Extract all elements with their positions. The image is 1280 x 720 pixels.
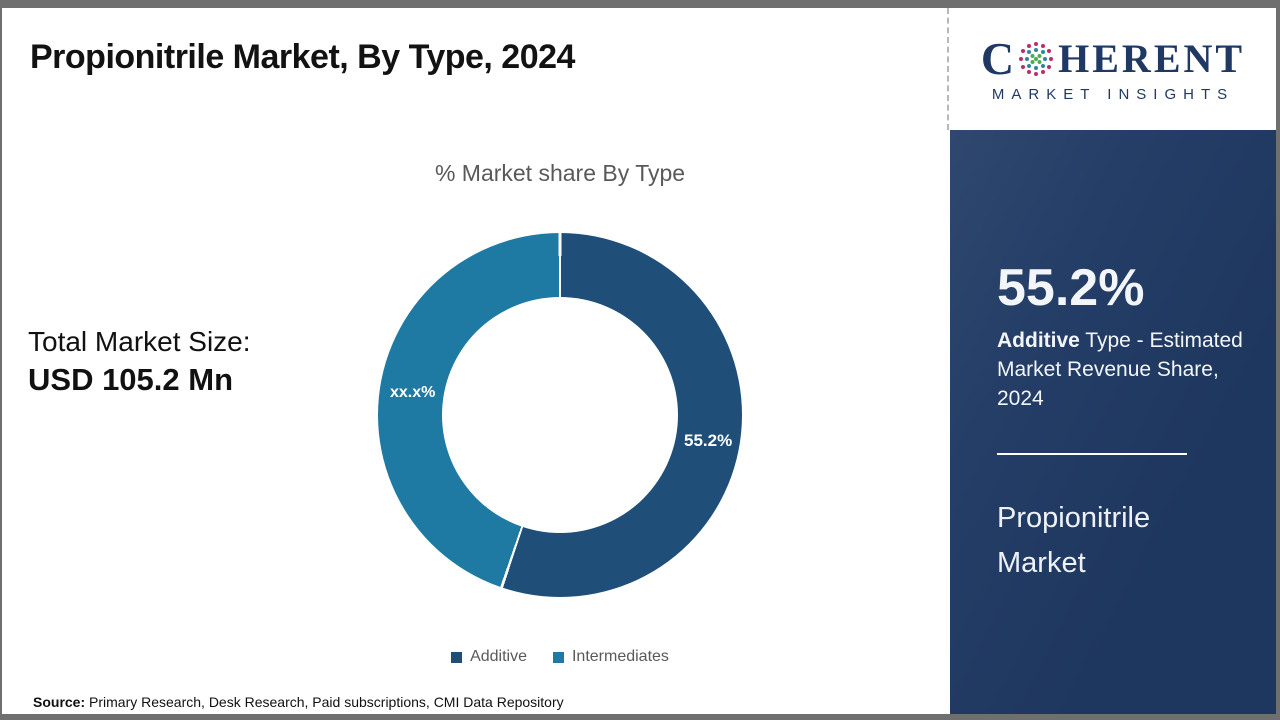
dashed-divider (947, 8, 949, 130)
chart-legend: Additive Intermediates (300, 648, 820, 666)
chart-title: % Market share By Type (434, 160, 686, 186)
total-market-size-label: Total Market Size: (28, 326, 251, 357)
legend-label: Intermediates (571, 648, 669, 665)
legend-swatch (451, 651, 463, 663)
total-market-size-value: USD 105.2 Mn (28, 362, 234, 397)
logo-letters-herent: HERENT (1058, 35, 1246, 81)
source-text: Primary Research, Desk Research, Paid su… (85, 694, 564, 710)
brand-logo: C HERENT (950, 8, 1276, 130)
sidebar-stat-caption: Additive Type - Estimated Market Revenue… (997, 326, 1249, 413)
donut-chart: 55.2% xx.x% (378, 233, 742, 597)
donut-hole (442, 297, 678, 533)
source-line: Source: Primary Research, Desk Research,… (33, 694, 564, 710)
legend-swatch (552, 651, 564, 663)
globe-dots-icon (1019, 41, 1054, 76)
legend-item-intermediates: Intermediates (552, 648, 669, 666)
slice-label-additive: 55.2% (684, 431, 733, 450)
logo-subtitle: MARKET INSIGHTS (991, 85, 1235, 103)
sidebar-divider-line (997, 453, 1187, 455)
slide-page: Propionitrile Market, By Type, 2024 % Ma… (2, 8, 1276, 714)
sidebar-panel: 55.2% Additive Type - Estimated Market R… (950, 130, 1276, 714)
slice-label-intermediates: xx.x% (390, 384, 436, 401)
total-market-size-block: Total Market Size: USD 105.2 Mn (28, 326, 251, 398)
logo-letter-c: C (980, 32, 1015, 84)
source-label: Source: (33, 694, 86, 710)
page-title: Propionitrile Market, By Type, 2024 (30, 38, 575, 76)
sidebar-caption-rest: Type - Estimated Market Revenue Share, 2… (997, 329, 1243, 410)
sidebar-stat-value: 55.2% (997, 259, 1145, 317)
sidebar-market-name: Propionitrile Market (997, 502, 1151, 579)
logo-wordmark: C HERENT (980, 32, 1246, 84)
sidebar-caption-segment: Additive (997, 329, 1080, 352)
legend-item-additive: Additive (451, 648, 527, 666)
legend-label: Additive (470, 648, 527, 665)
